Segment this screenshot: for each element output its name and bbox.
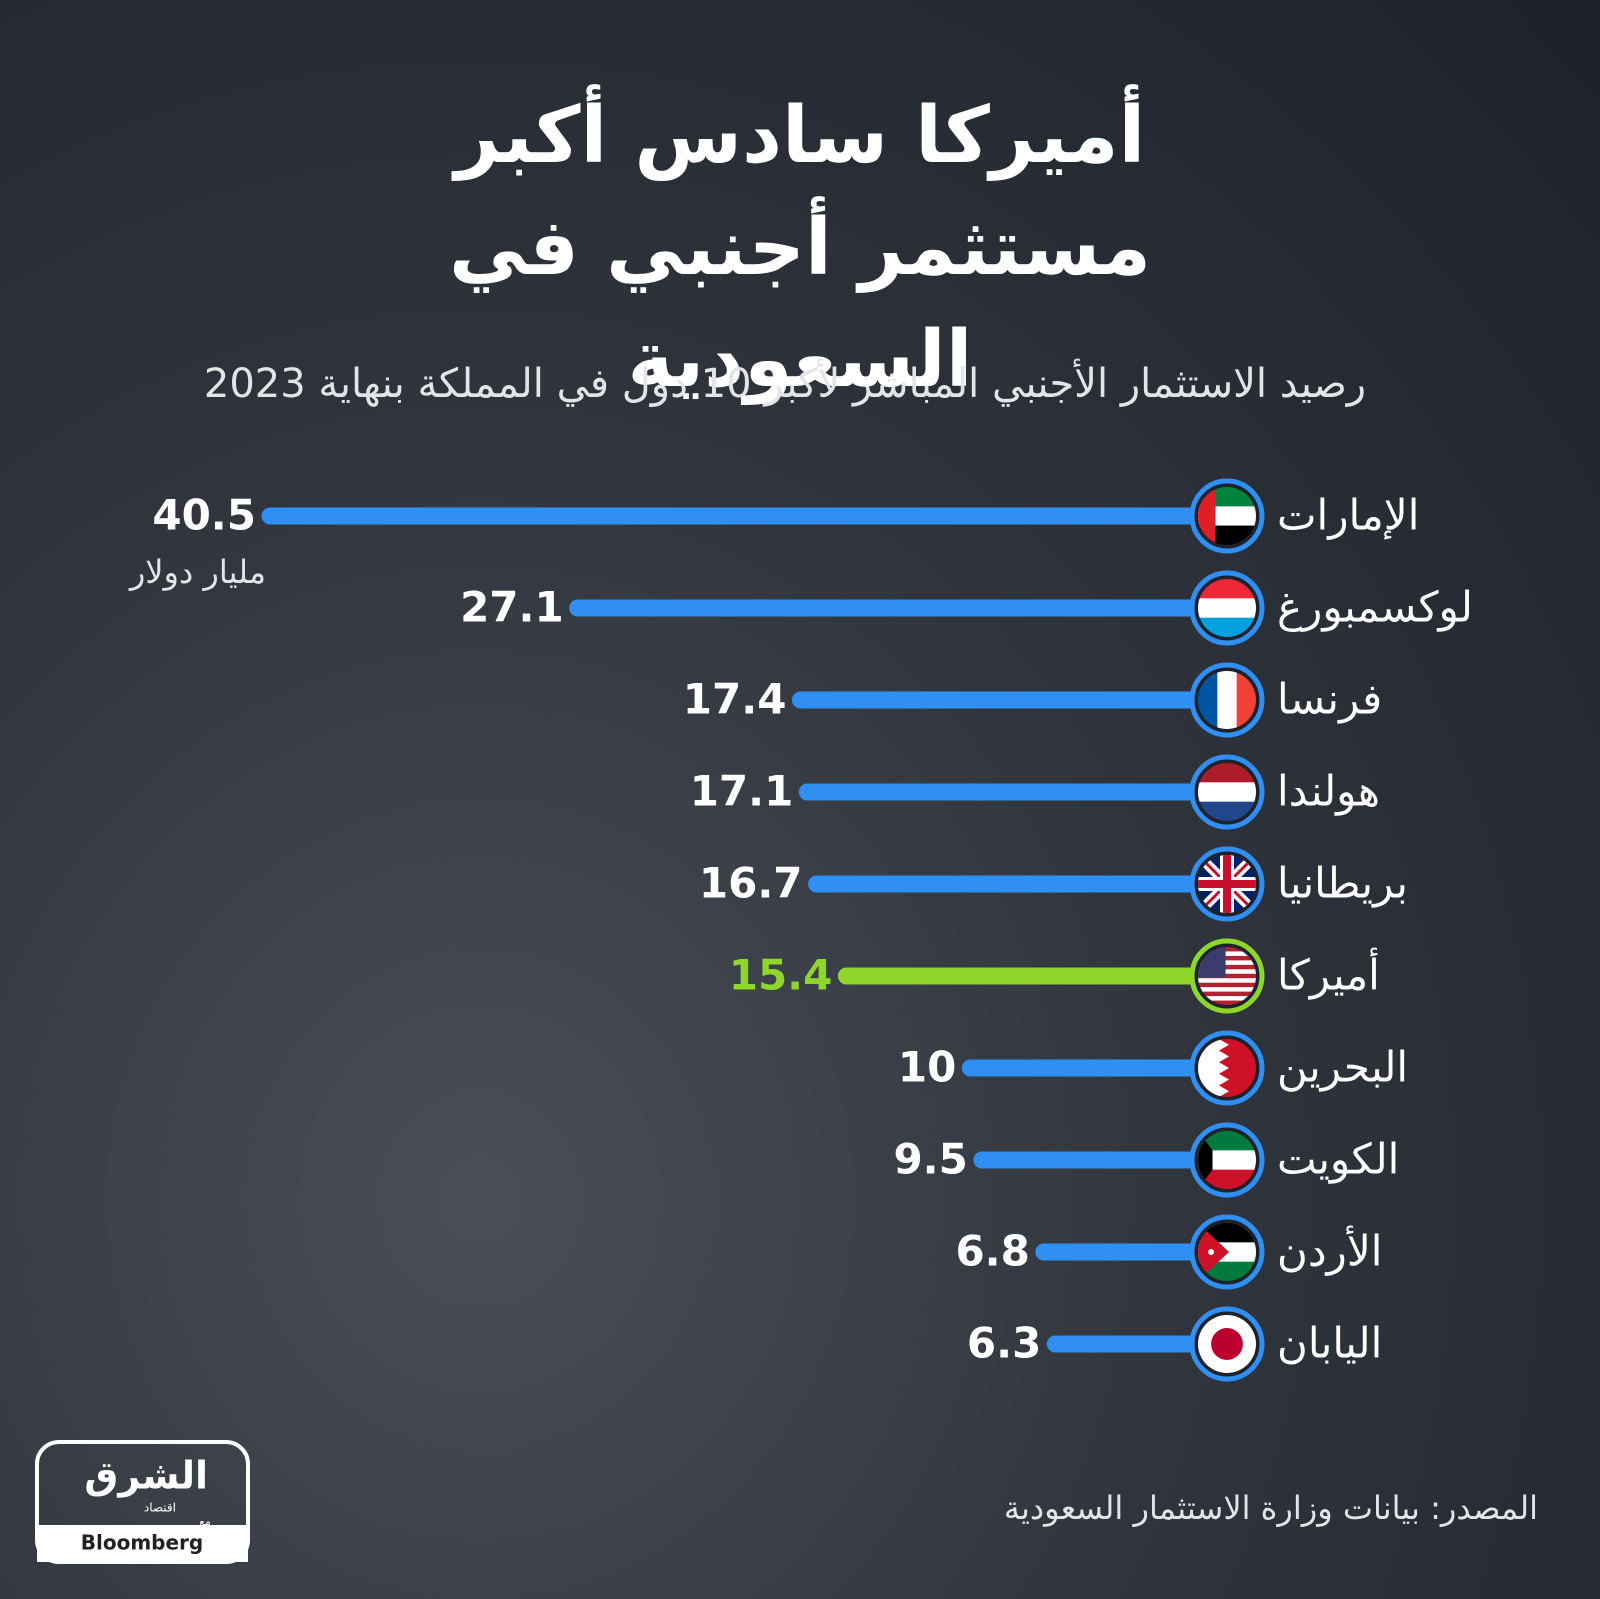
value-label: 17.4 — [683, 675, 787, 724]
logo-band — [37, 1525, 248, 1562]
flag-part — [1198, 964, 1256, 970]
flag-part — [1198, 969, 1256, 975]
value-label: 6.8 — [955, 1227, 1029, 1276]
chart-title: أميركا سادس أكبر مستثمر أجنبي في السعودي… — [449, 91, 1151, 405]
flag — [1198, 855, 1256, 913]
flag — [1198, 1223, 1256, 1281]
category-label: فرنسا — [1277, 675, 1382, 724]
logo-name: الشرق — [84, 1454, 208, 1498]
flag-part — [1198, 991, 1256, 997]
category-label: لوكسمبورغ — [1277, 583, 1473, 632]
value-label: 15.4 — [729, 951, 833, 1000]
flag-part — [1236, 671, 1256, 729]
value-label: 40.5 — [152, 491, 256, 540]
flag-part — [1198, 987, 1256, 993]
flag — [1198, 487, 1256, 545]
category-label: الأردن — [1277, 1225, 1382, 1276]
flag-part — [1198, 1169, 1256, 1189]
category-label: اليابان — [1277, 1319, 1382, 1368]
flag-part — [1198, 598, 1256, 619]
logo-partner: Bloomberg — [81, 1531, 203, 1555]
flag-part — [1198, 763, 1256, 784]
category-label: هولندا — [1277, 767, 1380, 816]
value-label: 17.1 — [690, 767, 794, 816]
flag-part — [1198, 1131, 1256, 1152]
flag-part — [1198, 579, 1256, 600]
flag-part — [1198, 801, 1256, 821]
flag-part — [1208, 1249, 1215, 1255]
flag — [1198, 763, 1256, 821]
flag-part — [1198, 973, 1256, 979]
flag-part — [1198, 855, 1256, 913]
flag-part — [1198, 978, 1256, 984]
flag-part — [1211, 1328, 1243, 1360]
flag — [1198, 671, 1256, 729]
value-label: 27.1 — [460, 583, 564, 632]
flag — [1198, 1315, 1256, 1373]
flag-part — [1198, 1000, 1256, 1005]
category-label: بريطانيا — [1277, 859, 1408, 908]
logo-with: مع — [199, 1515, 211, 1528]
category-label: الكويت — [1277, 1135, 1399, 1184]
category-label: البحرين — [1277, 1043, 1408, 1092]
flag — [1198, 1039, 1256, 1097]
flag-part — [1198, 782, 1256, 803]
flag-part — [1198, 951, 1256, 957]
logo: الشرق اقتصاد مع Bloomberg — [35, 1440, 250, 1564]
flag-part — [1198, 487, 1216, 545]
flag-part — [1198, 671, 1219, 729]
source: المصدر: بيانات وزارة الاستثمار السعودية — [1004, 1489, 1538, 1527]
flag-part — [1198, 617, 1256, 637]
flag — [1198, 579, 1256, 637]
flag-part — [1217, 671, 1238, 729]
flag-part — [1198, 1039, 1229, 1097]
flag-part — [1198, 960, 1256, 966]
category-label: أميركا — [1277, 948, 1380, 1000]
value-label: 10 — [898, 1043, 956, 1092]
value-label: 9.5 — [893, 1135, 967, 1184]
logo-sub: اقتصاد — [144, 1501, 176, 1515]
flag-part — [1198, 955, 1256, 961]
value-label: 6.3 — [967, 1319, 1041, 1368]
unit-label: مليار دولار — [128, 553, 266, 591]
chart-subtitle: رصيد الاستثمار الأجنبي المباشر لأكبر 10 … — [204, 358, 1366, 407]
flag-part — [1198, 947, 1256, 952]
flag-part — [1198, 982, 1256, 988]
flag-part — [1198, 996, 1256, 1002]
value-label: 16.7 — [699, 859, 803, 908]
category-label: الإمارات — [1277, 491, 1419, 540]
